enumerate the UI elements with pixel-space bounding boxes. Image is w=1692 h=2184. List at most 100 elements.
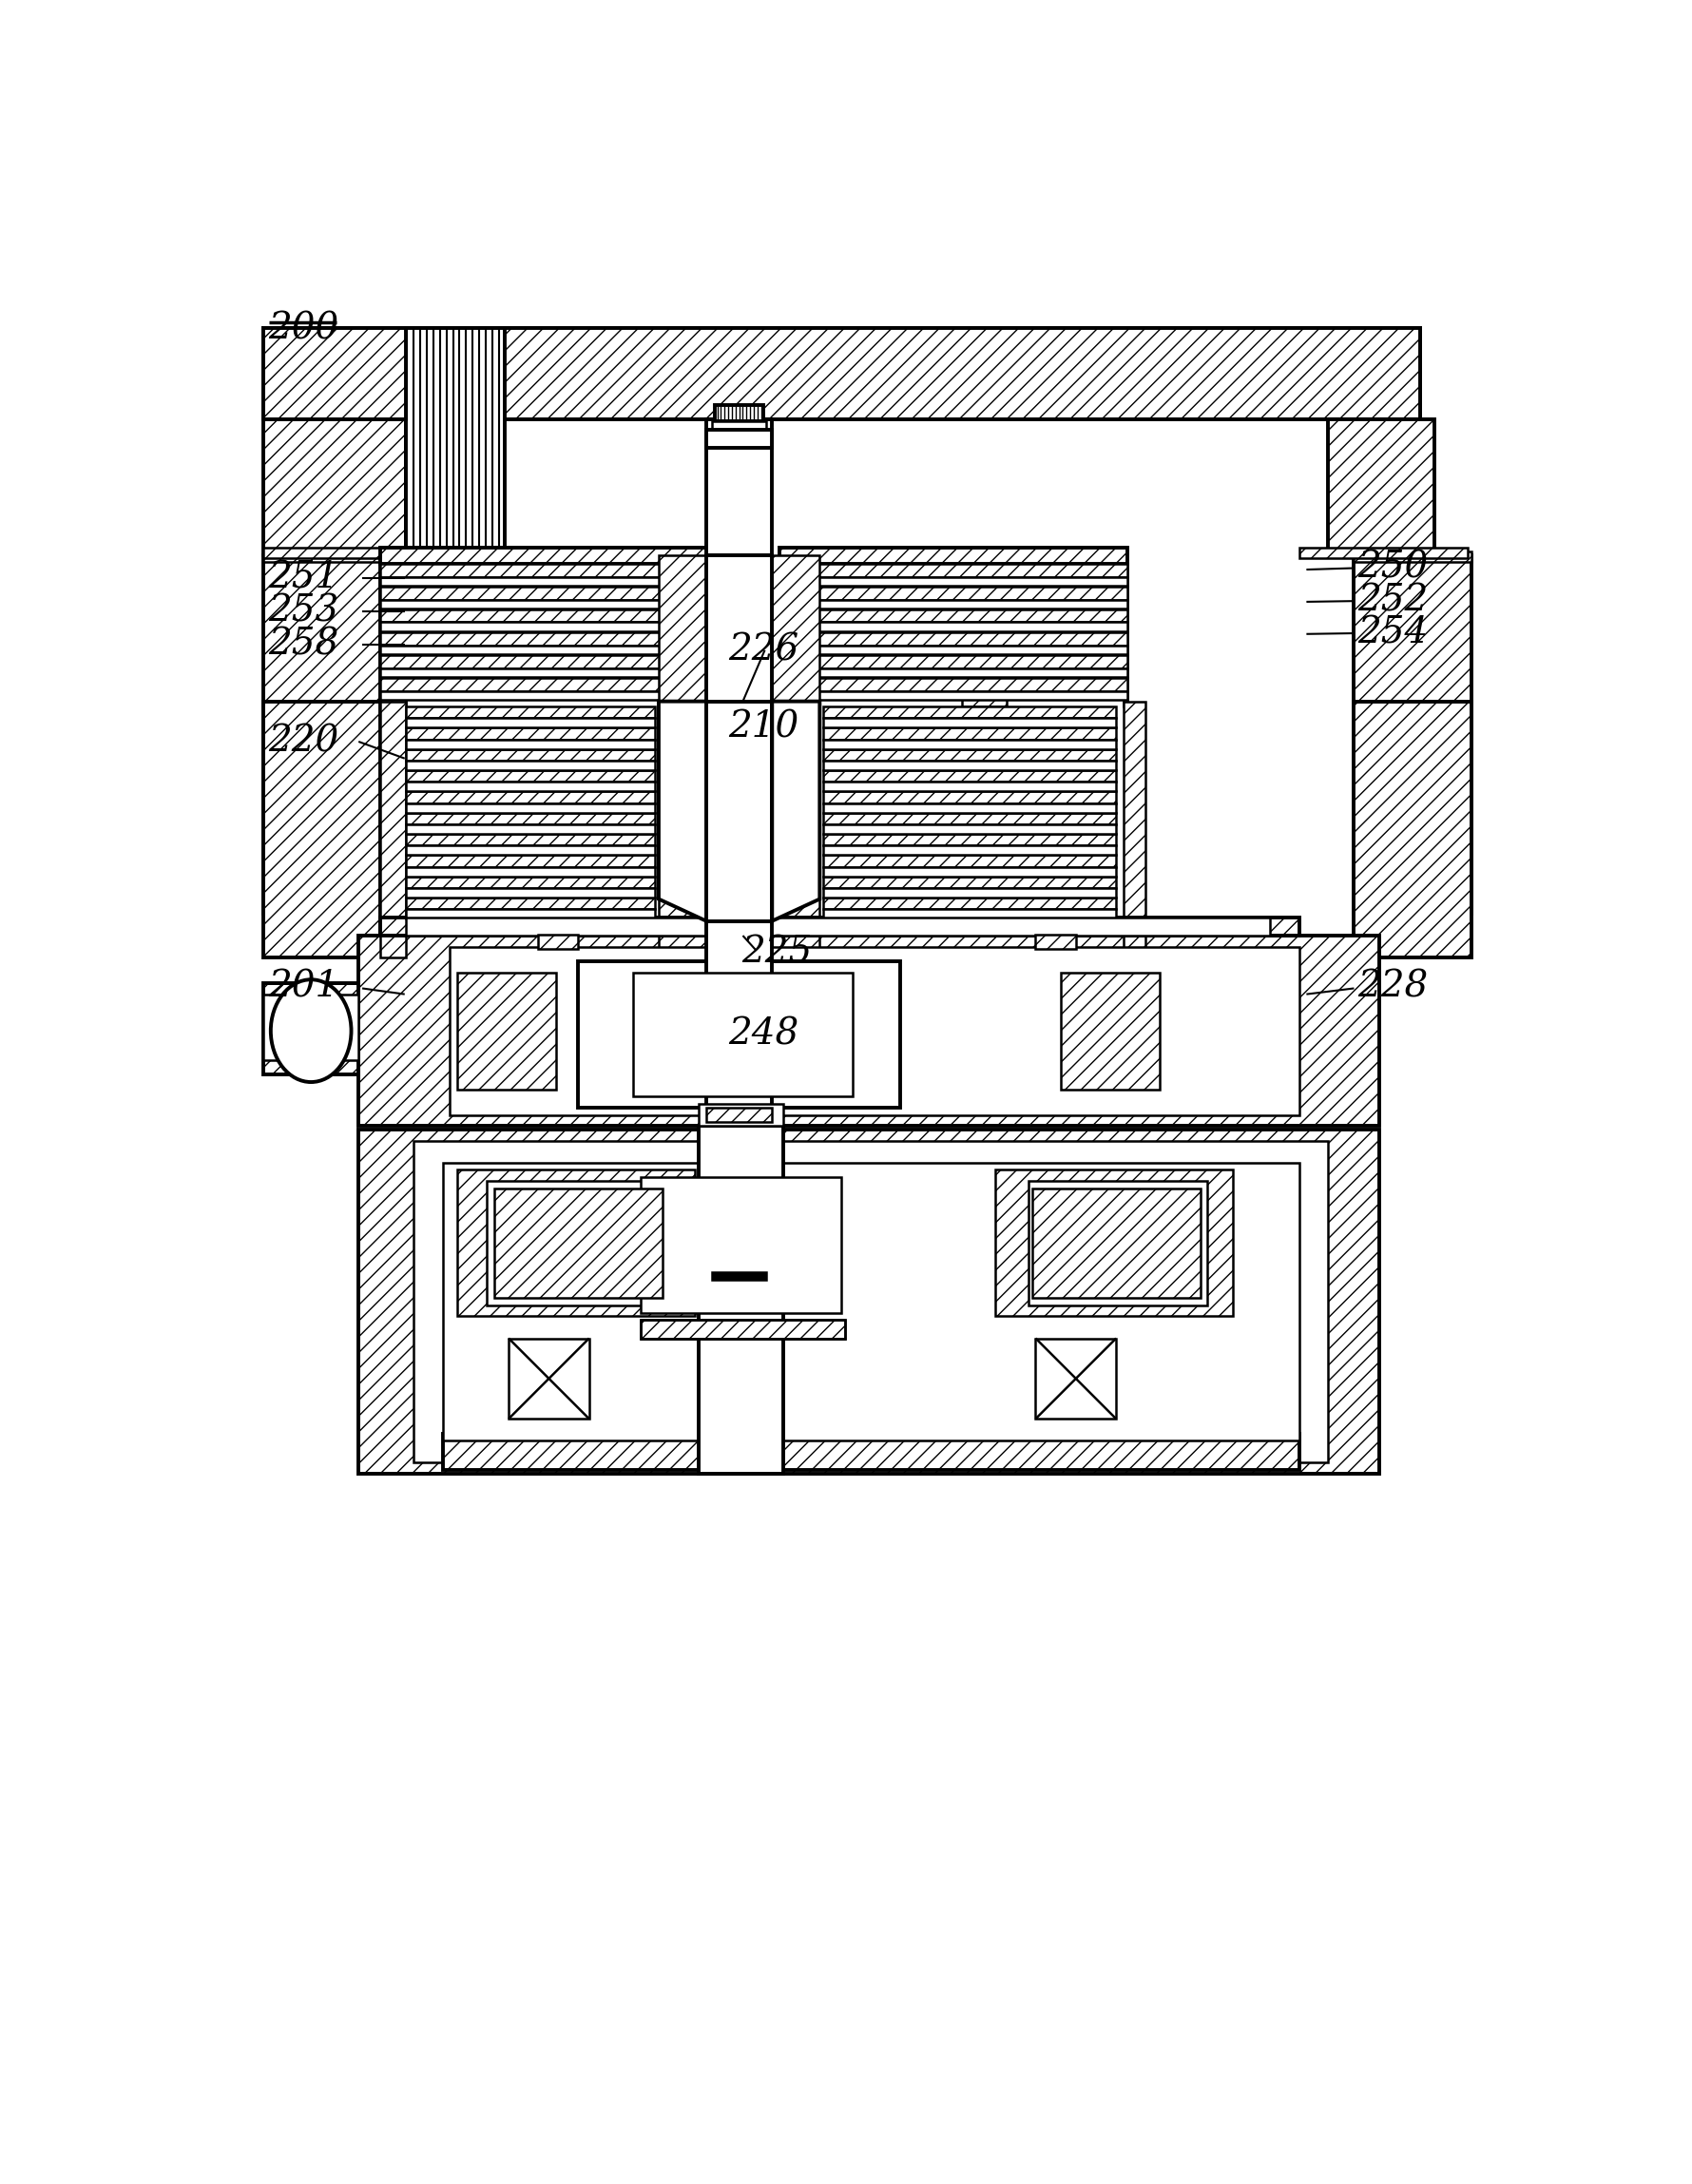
- Text: 226: 226: [728, 633, 799, 668]
- Bar: [406, 876, 655, 889]
- Bar: [1123, 563, 1127, 705]
- Bar: [381, 587, 731, 601]
- Bar: [822, 782, 1115, 791]
- Text: 254: 254: [1357, 616, 1428, 651]
- Bar: [995, 1171, 1232, 1317]
- Bar: [706, 701, 772, 922]
- Bar: [822, 856, 1115, 867]
- Text: 253: 253: [269, 594, 338, 629]
- Bar: [640, 1319, 844, 1339]
- Bar: [822, 705, 1115, 719]
- Bar: [706, 419, 772, 555]
- Bar: [778, 677, 1127, 690]
- Text: 220: 220: [269, 725, 338, 760]
- Bar: [778, 668, 1127, 677]
- Bar: [1032, 1188, 1200, 1297]
- Bar: [1123, 701, 1145, 957]
- Bar: [406, 705, 655, 719]
- Bar: [706, 430, 772, 448]
- Bar: [706, 1107, 772, 1123]
- Bar: [381, 548, 734, 563]
- Bar: [640, 1177, 841, 1313]
- Bar: [264, 328, 406, 419]
- Bar: [264, 419, 406, 555]
- Bar: [450, 946, 1298, 1116]
- Ellipse shape: [271, 981, 350, 1081]
- Bar: [413, 1140, 1328, 1463]
- Bar: [1036, 1339, 1115, 1420]
- Bar: [1036, 935, 1076, 948]
- Text: 200: 200: [269, 312, 338, 347]
- Bar: [640, 1319, 844, 1339]
- Bar: [1354, 701, 1470, 957]
- Bar: [822, 867, 1115, 876]
- Bar: [633, 972, 853, 1096]
- Bar: [457, 1171, 695, 1317]
- Bar: [406, 740, 655, 749]
- Text: 252: 252: [1357, 583, 1428, 618]
- Text: 248: 248: [728, 1018, 799, 1053]
- Bar: [822, 740, 1115, 749]
- Bar: [772, 701, 819, 957]
- Bar: [822, 727, 1115, 740]
- Bar: [822, 812, 1115, 823]
- Bar: [457, 972, 557, 1090]
- Bar: [494, 1188, 662, 1297]
- Bar: [822, 823, 1115, 834]
- Bar: [406, 791, 655, 804]
- Text: 210: 210: [728, 710, 799, 745]
- Bar: [778, 646, 1127, 655]
- Bar: [734, 563, 775, 705]
- Bar: [706, 922, 772, 1129]
- Bar: [381, 563, 406, 705]
- Bar: [381, 701, 406, 957]
- Bar: [406, 771, 655, 782]
- Bar: [381, 655, 731, 668]
- Bar: [406, 328, 504, 550]
- Bar: [381, 917, 1298, 935]
- Bar: [1354, 555, 1470, 913]
- Bar: [264, 701, 381, 957]
- Bar: [359, 935, 1379, 1127]
- Bar: [381, 633, 731, 646]
- Bar: [406, 812, 655, 823]
- Bar: [1298, 548, 1467, 559]
- Bar: [699, 1127, 783, 1474]
- Bar: [1354, 550, 1470, 561]
- Bar: [406, 804, 655, 812]
- Bar: [381, 677, 731, 690]
- Bar: [406, 834, 655, 845]
- Bar: [822, 749, 1115, 760]
- Bar: [778, 633, 1127, 646]
- Bar: [443, 1433, 1298, 1470]
- Bar: [1328, 419, 1433, 555]
- Polygon shape: [658, 701, 706, 922]
- Bar: [264, 550, 381, 561]
- Bar: [381, 563, 731, 577]
- Polygon shape: [772, 701, 819, 922]
- Bar: [381, 609, 731, 622]
- Text: 228: 228: [1357, 970, 1428, 1005]
- Bar: [381, 577, 731, 585]
- Bar: [714, 404, 763, 422]
- Bar: [406, 727, 655, 740]
- Bar: [822, 834, 1115, 845]
- Bar: [406, 845, 655, 856]
- Text: 225: 225: [741, 935, 812, 970]
- Bar: [822, 771, 1115, 782]
- Bar: [486, 1182, 665, 1306]
- Bar: [504, 328, 1420, 419]
- Bar: [406, 909, 655, 919]
- Bar: [778, 622, 1127, 631]
- Bar: [381, 690, 731, 699]
- Bar: [264, 555, 381, 913]
- Text: 258: 258: [269, 627, 338, 662]
- Bar: [381, 646, 731, 655]
- Bar: [381, 668, 731, 677]
- Bar: [508, 1339, 589, 1420]
- Bar: [264, 983, 359, 1075]
- Bar: [712, 1273, 766, 1280]
- Text: 201: 201: [269, 970, 338, 1005]
- Bar: [778, 655, 1127, 668]
- Bar: [1027, 1182, 1206, 1306]
